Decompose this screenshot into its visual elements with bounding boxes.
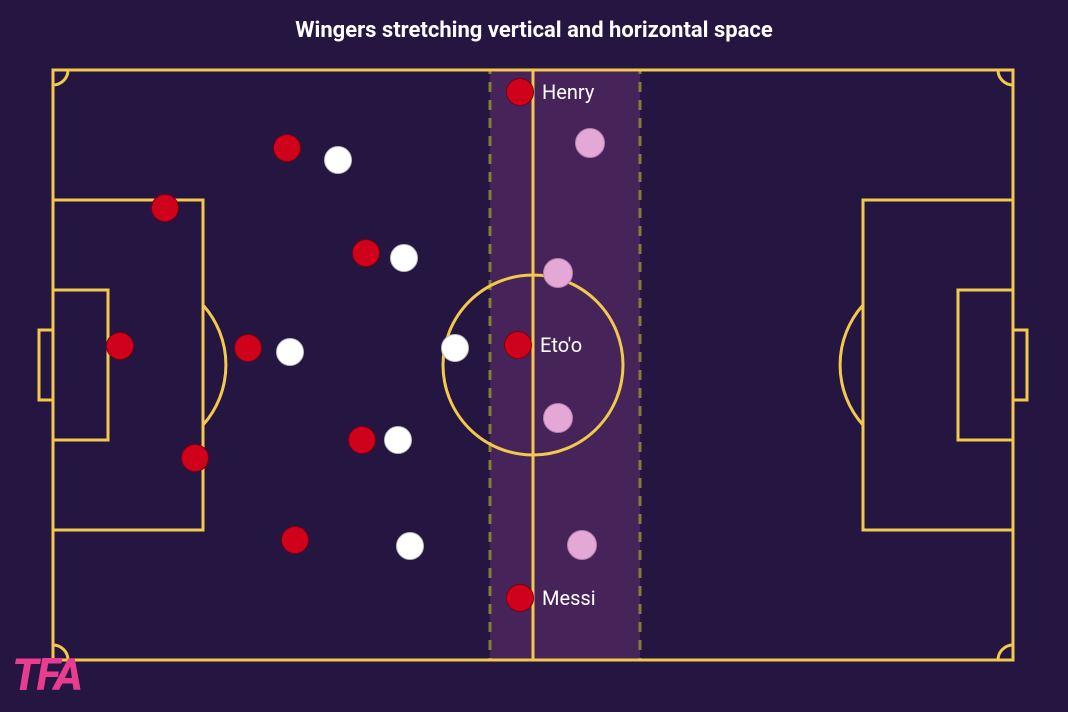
highlight-zone xyxy=(490,70,640,660)
corner-arc-RB xyxy=(998,645,1013,660)
player-pink xyxy=(543,258,573,288)
player-white xyxy=(396,532,424,560)
corner-arc-RT xyxy=(998,70,1013,85)
player-red xyxy=(352,239,380,267)
six-yard-left xyxy=(53,290,108,440)
corner-arc-LT xyxy=(53,70,68,85)
player-red xyxy=(506,584,534,612)
goal-right xyxy=(1013,330,1027,400)
penalty-arc-right xyxy=(840,305,863,425)
player-red xyxy=(234,334,262,362)
player-white xyxy=(276,338,304,366)
player-white xyxy=(384,426,412,454)
label-messi: Messi xyxy=(542,586,596,610)
player-red xyxy=(504,331,532,359)
player-white xyxy=(324,146,352,174)
player-red xyxy=(273,134,301,162)
six-yard-right xyxy=(958,290,1013,440)
player-red xyxy=(151,194,179,222)
penalty-arc-left xyxy=(203,305,226,425)
player-white xyxy=(390,244,418,272)
diagram-title: Wingers stretching vertical and horizont… xyxy=(0,18,1068,43)
player-pink xyxy=(567,530,597,560)
tfa-logo: TFA xyxy=(12,657,81,694)
player-red xyxy=(106,332,134,360)
player-red xyxy=(348,426,376,454)
player-pink xyxy=(543,403,573,433)
goal-left xyxy=(39,330,53,400)
player-red xyxy=(181,444,209,472)
player-pink xyxy=(575,128,605,158)
pitch-svg xyxy=(0,0,1068,712)
penalty-box-right xyxy=(863,200,1013,530)
player-white xyxy=(441,334,469,362)
penalty-box-left xyxy=(53,200,203,530)
player-red xyxy=(506,78,534,106)
label-henry: Henry xyxy=(542,80,594,104)
tactics-diagram: Wingers stretching vertical and horizont… xyxy=(0,0,1068,712)
player-red xyxy=(281,526,309,554)
label-etoo: Eto'o xyxy=(540,333,582,357)
